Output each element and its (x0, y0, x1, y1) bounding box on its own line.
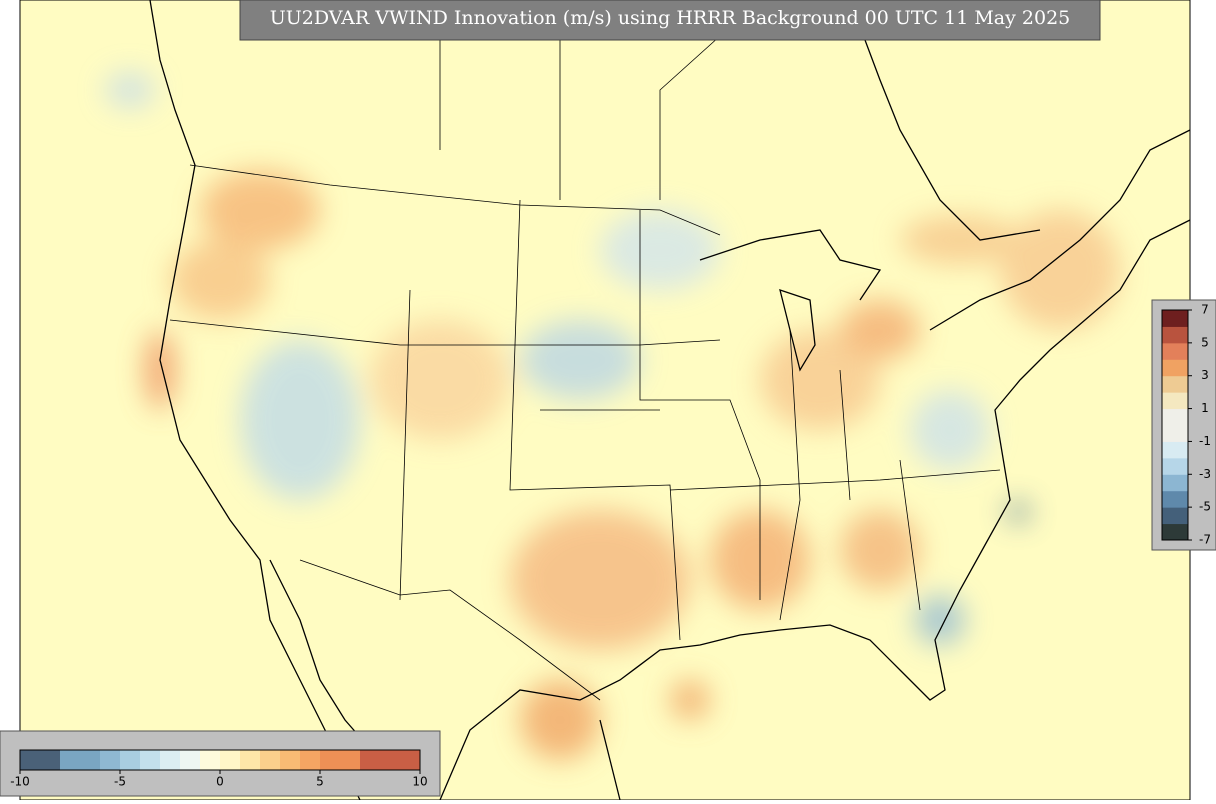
color-segment (1162, 310, 1188, 327)
color-segment (1162, 326, 1188, 344)
color-segment (280, 750, 301, 770)
tick-label: -5 (114, 775, 126, 789)
color-segment (140, 750, 161, 770)
borders (169, 0, 1001, 701)
map-background (20, 0, 1190, 800)
color-segment (360, 750, 381, 770)
color-segment (1162, 375, 1188, 393)
tick-label: -10 (10, 775, 30, 789)
title-box (239, 0, 1101, 41)
tick-label: -5 (1199, 500, 1211, 514)
color-segment (1162, 408, 1188, 426)
color-segment (1162, 359, 1188, 377)
color-segment (340, 750, 361, 770)
color-segment (80, 750, 101, 770)
color-segment (240, 750, 261, 770)
color-segment (1162, 441, 1188, 459)
color-segment (100, 750, 121, 770)
color-segment (20, 750, 41, 770)
tick-label: -7 (1199, 533, 1211, 547)
color-segment (1162, 342, 1188, 360)
color-segment (120, 750, 141, 770)
innovation-field (105, 72, 1120, 760)
color-segment (200, 750, 221, 770)
coastlines (149, 0, 1191, 801)
color-segment (1162, 474, 1188, 492)
tick-label: 3 (1201, 368, 1209, 382)
tick-label: -3 (1199, 467, 1211, 481)
color-segment (400, 750, 421, 770)
color-segment (40, 750, 61, 770)
tick-label: -1 (1199, 434, 1211, 448)
colorbar-outline (1161, 309, 1189, 541)
color-segment (60, 750, 81, 770)
tick-label: 7 (1201, 303, 1209, 317)
color-segment (380, 750, 401, 770)
color-segment (1162, 490, 1188, 508)
color-segment (260, 750, 281, 770)
color-segment (1162, 392, 1188, 410)
color-segment (220, 750, 241, 770)
tick-label: 5 (316, 775, 324, 789)
color-segment (1162, 507, 1188, 525)
color-segment (1162, 425, 1188, 442)
tick-label: 0 (216, 775, 224, 789)
tick-label: 5 (1201, 335, 1209, 349)
color-segment (180, 750, 201, 770)
map-title: UU2DVAR VWIND Innovation (m/s) using HRR… (270, 7, 1071, 29)
tick-label: 10 (412, 775, 427, 789)
color-segment (300, 750, 321, 770)
color-segment (1162, 457, 1188, 475)
tick-label: 1 (1201, 401, 1209, 415)
color-segment (160, 750, 181, 770)
color-segment (320, 750, 341, 770)
color-segment (1162, 523, 1188, 541)
